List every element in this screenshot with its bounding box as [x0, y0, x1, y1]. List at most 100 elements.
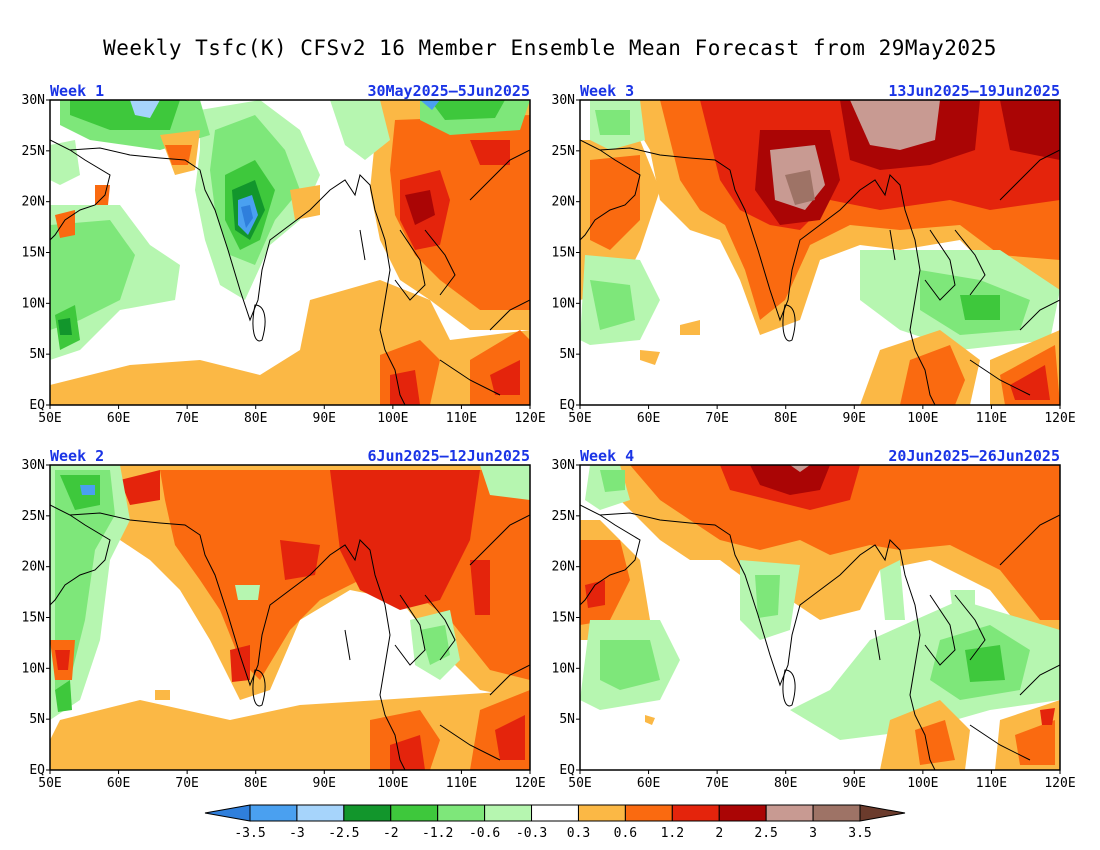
colorbar-swatch [249, 804, 298, 822]
figure-title: Weekly Tsfc(K) CFSv2 16 Member Ensemble … [103, 36, 997, 60]
colorbar-label: 0.6 [614, 826, 637, 841]
colorbar-label: -0.3 [516, 826, 547, 841]
panel-week1-dates: 30May2025–5Jun2025 [367, 82, 530, 100]
colorbar-label: -0.6 [469, 826, 500, 841]
lat-tick-label: 25N [22, 509, 45, 524]
colorbar-label: -3.5 [234, 826, 265, 841]
lon-tick-label: 120E [514, 411, 545, 426]
lon-tick-label: 70E [175, 411, 198, 426]
lon-tick-label: 50E [38, 776, 61, 791]
lon-tick-label: 100E [377, 776, 408, 791]
map-week3 [579, 99, 1061, 406]
lon-tick-label: 60E [107, 776, 130, 791]
map-week2 [49, 464, 531, 771]
lon-tick-label: 100E [907, 776, 938, 791]
colorbar-label: -2 [383, 826, 399, 841]
lon-tick-label: 80E [244, 411, 267, 426]
panel-week2-dates: 6Jun2025–12Jun2025 [367, 447, 530, 465]
lon-tick-label: 60E [107, 411, 130, 426]
colorbar-label: 3.5 [848, 826, 871, 841]
colorbar-label: 1.2 [661, 826, 684, 841]
lat-tick-label: 10N [552, 296, 575, 311]
colorbar-max-arrow [859, 804, 906, 822]
lon-tick-label: 100E [907, 411, 938, 426]
colorbar: -3.5 -3 -2.5 -2 -1.2 -0.6 -0.3 0.3 0.6 1.2 2 2.5 3 3.… [204, 804, 906, 841]
lat-tick-label: EQ [559, 763, 575, 778]
lat-tick-label: 20N [552, 195, 575, 210]
map-week1 [49, 99, 531, 406]
lat-tick-label: 20N [22, 195, 45, 210]
lat-tick-label: 25N [552, 509, 575, 524]
lon-tick-label: 120E [1044, 776, 1075, 791]
colorbar-label: 0.3 [567, 826, 590, 841]
lon-tick-label: 50E [38, 411, 61, 426]
panel-week4-dates: 20Jun2025–26Jun2025 [888, 447, 1060, 465]
lat-tick-label: EQ [29, 763, 45, 778]
lat-tick-label: 15N [552, 611, 575, 626]
colorbar-swatch [390, 804, 439, 822]
lat-tick-label: 15N [552, 246, 575, 261]
lat-tick-label: EQ [559, 398, 575, 413]
lat-tick-label: 5N [29, 712, 45, 727]
colorbar-swatch [718, 804, 767, 822]
colorbar-swatch [437, 804, 486, 822]
lat-tick-label: 10N [552, 661, 575, 676]
colorbar-label: -1.2 [422, 826, 453, 841]
lat-tick-label: 10N [22, 296, 45, 311]
lon-tick-label: 120E [514, 776, 545, 791]
panel-week3-dates: 13Jun2025–19Jun2025 [888, 82, 1060, 100]
lon-tick-label: 50E [568, 411, 591, 426]
lat-tick-label: 5N [559, 347, 575, 362]
colorbar-swatch [765, 804, 814, 822]
lon-tick-label: 110E [976, 411, 1007, 426]
lat-tick-label: 15N [22, 611, 45, 626]
colorbar-label: 2 [715, 826, 723, 841]
lon-tick-label: 90E [313, 411, 336, 426]
lon-tick-label: 110E [976, 776, 1007, 791]
lat-tick-label: 5N [29, 347, 45, 362]
lat-tick-label: 30N [552, 93, 575, 108]
colorbar-label: -2.5 [328, 826, 359, 841]
lon-tick-label: 60E [637, 776, 660, 791]
lon-tick-label: 90E [313, 776, 336, 791]
lat-tick-label: 15N [22, 246, 45, 261]
lon-tick-label: 50E [568, 776, 591, 791]
lon-tick-label: 80E [244, 776, 267, 791]
lon-tick-label: 110E [446, 776, 477, 791]
lon-tick-label: 70E [175, 776, 198, 791]
lon-tick-label: 70E [705, 411, 728, 426]
lat-tick-label: 30N [552, 458, 575, 473]
panel-week2-label: Week 2 [50, 447, 105, 465]
lat-tick-label: EQ [29, 398, 45, 413]
lat-tick-label: 25N [22, 144, 45, 159]
colorbar-label: 3 [809, 826, 817, 841]
lat-tick-label: 25N [552, 144, 575, 159]
panel-week4-label: Week 4 [580, 447, 635, 465]
lon-tick-label: 110E [446, 411, 477, 426]
colorbar-swatch [296, 804, 345, 822]
colorbar-swatch [343, 804, 392, 822]
colorbar-swatch [671, 804, 720, 822]
colorbar-swatch [624, 804, 673, 822]
lat-tick-label: 10N [22, 661, 45, 676]
colorbar-label: -3 [289, 826, 305, 841]
lon-tick-label: 100E [377, 411, 408, 426]
lon-tick-label: 80E [774, 411, 797, 426]
lat-tick-label: 20N [22, 560, 45, 575]
lon-tick-label: 80E [774, 776, 797, 791]
map-week4 [579, 464, 1061, 771]
lon-tick-label: 70E [705, 776, 728, 791]
lat-tick-label: 20N [552, 560, 575, 575]
lon-tick-label: 90E [843, 411, 866, 426]
colorbar-min-arrow [204, 804, 251, 822]
lon-tick-label: 60E [637, 411, 660, 426]
colorbar-swatch [577, 804, 626, 822]
colorbar-swatch [531, 804, 579, 822]
colorbar-label: 2.5 [754, 826, 777, 841]
lat-tick-label: 30N [22, 93, 45, 108]
panel-week3-label: Week 3 [580, 82, 635, 100]
lat-tick-label: 30N [22, 458, 45, 473]
colorbar-swatch [812, 804, 861, 822]
panel-week1-label: Week 1 [50, 82, 105, 100]
